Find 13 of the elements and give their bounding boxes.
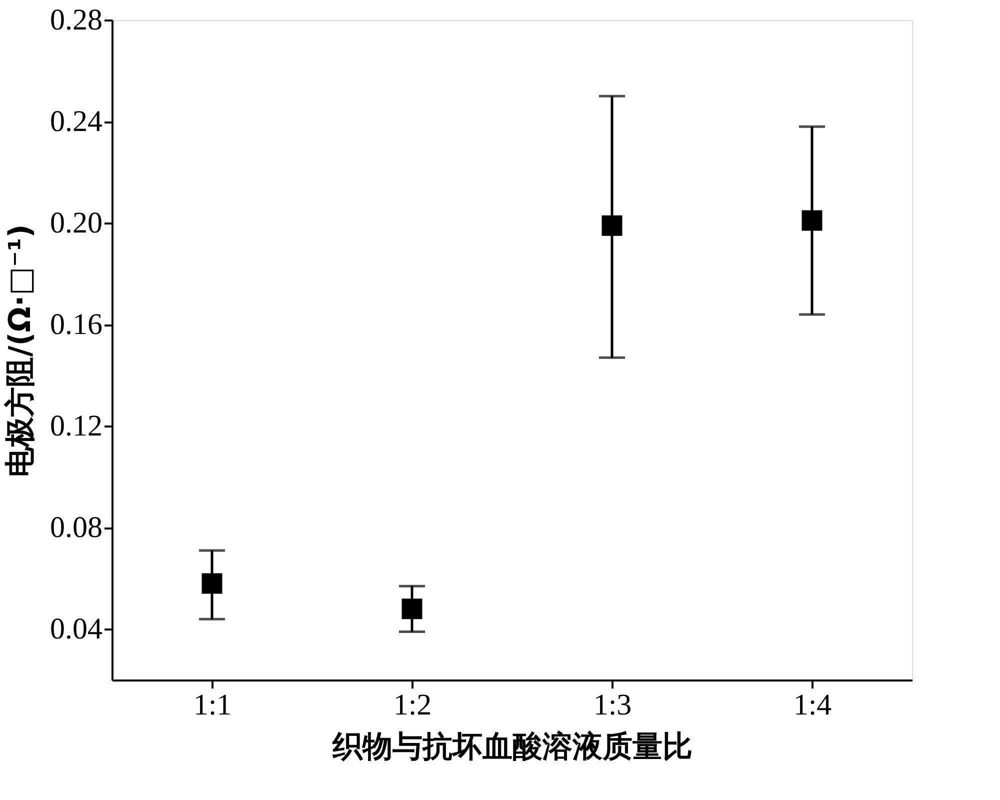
x-tick-label: 1:3: [593, 688, 632, 722]
x-axis-title: 织物与抗坏血酸溶液质量比: [332, 730, 692, 764]
y-tick-label: 0.04: [50, 612, 102, 646]
y-tick-label: 0.28: [50, 4, 102, 36]
y-tick-label: 0.20: [50, 206, 102, 240]
x-tick-label: 1:2: [393, 688, 432, 722]
y-axis-title: 电极方阻/(Ω·□⁻¹): [3, 224, 38, 477]
y-tick-label: 0.12: [50, 410, 102, 443]
x-tick-label: 1:4: [793, 688, 832, 722]
y-tick-label: 0.08: [50, 511, 102, 544]
x-tick-label: 1:1: [193, 688, 232, 722]
y-tick-label: 0.16: [50, 308, 102, 342]
y-tick-label: 0.24: [50, 105, 102, 138]
